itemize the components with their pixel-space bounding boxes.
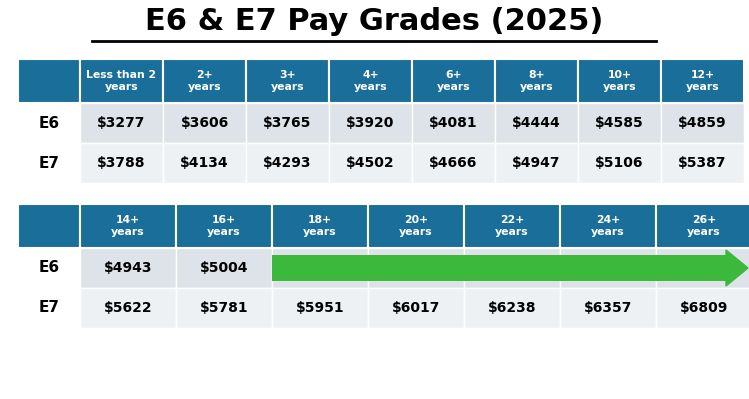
Bar bbox=[661, 103, 744, 143]
Text: 26+
years: 26+ years bbox=[687, 215, 721, 237]
Bar bbox=[368, 204, 464, 248]
Bar bbox=[246, 143, 329, 183]
Text: E6 & E7 Pay Grades (2025): E6 & E7 Pay Grades (2025) bbox=[145, 6, 603, 36]
Text: $6238: $6238 bbox=[488, 301, 536, 315]
Text: 3+
years: 3+ years bbox=[270, 70, 304, 92]
Text: $5622: $5622 bbox=[103, 301, 152, 315]
Bar bbox=[272, 204, 368, 248]
Bar bbox=[661, 143, 744, 183]
Text: 4+
years: 4+ years bbox=[354, 70, 387, 92]
Text: 10+
years: 10+ years bbox=[603, 70, 637, 92]
Bar bbox=[578, 143, 661, 183]
Bar bbox=[80, 103, 163, 143]
Text: $5951: $5951 bbox=[296, 301, 345, 315]
Text: 14+
years: 14+ years bbox=[111, 215, 145, 237]
Text: $4502: $4502 bbox=[346, 156, 395, 170]
Polygon shape bbox=[726, 250, 748, 286]
Text: $3788: $3788 bbox=[97, 156, 146, 170]
Text: $4666: $4666 bbox=[429, 156, 478, 170]
Bar bbox=[412, 143, 495, 183]
Bar bbox=[656, 248, 749, 288]
Text: 8+
years: 8+ years bbox=[520, 70, 554, 92]
Text: 22+
years: 22+ years bbox=[495, 215, 529, 237]
Bar bbox=[18, 103, 80, 143]
Bar bbox=[368, 248, 464, 288]
Bar bbox=[329, 59, 412, 103]
Bar bbox=[578, 59, 661, 103]
Text: E7: E7 bbox=[38, 156, 59, 170]
Text: 6+
years: 6+ years bbox=[437, 70, 470, 92]
Bar bbox=[661, 59, 744, 103]
Text: Less than 2
years: Less than 2 years bbox=[86, 70, 157, 92]
Bar bbox=[560, 248, 656, 288]
Text: $4444: $4444 bbox=[512, 116, 561, 130]
Bar bbox=[176, 248, 272, 288]
Text: $6809: $6809 bbox=[680, 301, 728, 315]
Text: $4081: $4081 bbox=[429, 116, 478, 130]
Bar bbox=[176, 288, 272, 328]
Bar bbox=[272, 288, 368, 328]
Bar bbox=[163, 59, 246, 103]
Bar bbox=[18, 248, 80, 288]
Text: E7: E7 bbox=[38, 300, 59, 316]
Bar bbox=[18, 204, 80, 248]
Text: $3765: $3765 bbox=[264, 116, 312, 130]
Bar bbox=[329, 103, 412, 143]
Bar bbox=[495, 59, 578, 103]
Bar bbox=[246, 59, 329, 103]
Text: 16+
years: 16+ years bbox=[207, 215, 241, 237]
Text: $4859: $4859 bbox=[678, 116, 727, 130]
Text: $3920: $3920 bbox=[346, 116, 395, 130]
Bar bbox=[246, 103, 329, 143]
Text: $4293: $4293 bbox=[263, 156, 312, 170]
Text: $6017: $6017 bbox=[392, 301, 440, 315]
Bar bbox=[80, 143, 163, 183]
Text: $4134: $4134 bbox=[181, 156, 228, 170]
Text: $5781: $5781 bbox=[200, 301, 249, 315]
Text: $4585: $4585 bbox=[595, 116, 644, 130]
Text: E6: E6 bbox=[38, 261, 60, 275]
Text: 24+
years: 24+ years bbox=[591, 215, 625, 237]
Bar bbox=[464, 204, 560, 248]
Bar bbox=[80, 204, 176, 248]
Text: $5004: $5004 bbox=[200, 261, 248, 275]
Bar bbox=[464, 248, 560, 288]
Bar bbox=[163, 103, 246, 143]
Bar bbox=[80, 248, 176, 288]
Bar bbox=[495, 103, 578, 143]
Bar bbox=[656, 204, 749, 248]
Text: $4947: $4947 bbox=[512, 156, 561, 170]
Text: $5387: $5387 bbox=[679, 156, 727, 170]
Bar bbox=[329, 143, 412, 183]
Text: 18+
years: 18+ years bbox=[303, 215, 337, 237]
Text: $3277: $3277 bbox=[97, 116, 146, 130]
Bar bbox=[412, 103, 495, 143]
Bar bbox=[656, 288, 749, 328]
Bar bbox=[176, 204, 272, 248]
Text: 12+
years: 12+ years bbox=[685, 70, 719, 92]
Bar bbox=[560, 204, 656, 248]
Text: $5106: $5106 bbox=[595, 156, 643, 170]
Bar bbox=[80, 288, 176, 328]
Bar bbox=[18, 143, 80, 183]
Bar bbox=[495, 143, 578, 183]
Text: 2+
years: 2+ years bbox=[188, 70, 221, 92]
Text: E6: E6 bbox=[38, 115, 60, 130]
Text: $4943: $4943 bbox=[104, 261, 152, 275]
Bar bbox=[412, 59, 495, 103]
Bar bbox=[163, 143, 246, 183]
Bar bbox=[368, 288, 464, 328]
Bar bbox=[18, 59, 80, 103]
Bar bbox=[272, 248, 368, 288]
Bar bbox=[18, 288, 80, 328]
Text: $6357: $6357 bbox=[583, 301, 632, 315]
Bar bbox=[560, 288, 656, 328]
Bar bbox=[464, 288, 560, 328]
Text: 20+
years: 20+ years bbox=[399, 215, 433, 237]
Bar bbox=[80, 59, 163, 103]
Bar bbox=[578, 103, 661, 143]
Bar bbox=[272, 255, 726, 281]
Text: $3606: $3606 bbox=[181, 116, 228, 130]
